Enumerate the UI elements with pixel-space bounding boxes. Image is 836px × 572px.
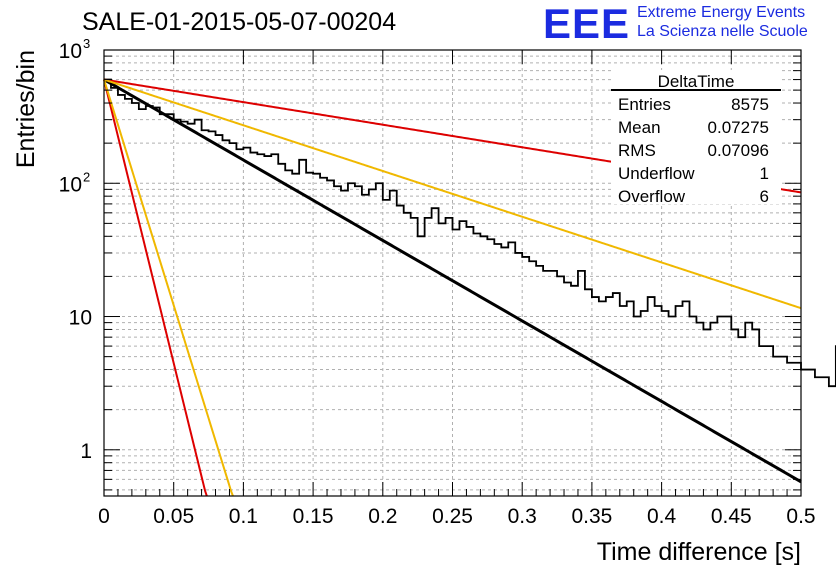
fit-curve-3 [103,78,802,310]
histogram-steps [104,78,836,388]
stats-box-title: DeltaTime [658,72,735,91]
stats-row-value: 0.07096 [708,141,769,160]
fit-curve-5 [103,79,234,497]
stats-row-label: Mean [618,118,661,137]
x-tick-label: 0 [98,505,110,528]
y-axis-label: Entries/bin [12,50,40,168]
fit-curve-1 [103,78,802,484]
eee-logo-line1: Extreme Energy Events [637,4,806,21]
stats-row-value: 0.07275 [708,118,769,137]
y-tick-label: 10 [59,40,82,63]
x-axis-label: Time difference [s] [597,538,801,566]
x-tick-label: 0.05 [153,505,194,528]
chart-title: SALE-01-2015-05-07-00204 [82,8,397,36]
x-tick-label: 0.3 [508,505,537,528]
x-tick-label: 0.1 [229,505,258,528]
y-tick-exponent: 3 [83,36,90,51]
stats-row-value: 1 [760,164,769,183]
stats-row-label: Entries [618,95,671,114]
stats-row-value: 6 [760,187,769,206]
y-tick-exponent: 2 [83,169,90,184]
stats-row-label: RMS [618,141,656,160]
x-tick-label: 0.15 [293,505,334,528]
eee-logo: EEE [543,0,631,47]
stats-row-value: 8575 [731,95,769,114]
eee-logo-line2: La Scienza nelle Scuole [637,23,808,40]
x-tick-label: 0.5 [786,505,815,528]
y-tick-label: 10 [69,307,92,330]
y-tick-label: 10 [59,173,82,196]
x-tick-label: 0.35 [571,505,612,528]
stats-row-label: Underflow [618,164,695,183]
fit-curve-4 [103,79,208,497]
x-tick-label: 0.2 [368,505,397,528]
y-tick-label: 1 [80,440,92,463]
x-tick-label: 0.45 [711,505,752,528]
x-tick-label: 0.4 [647,505,677,528]
stats-box [611,70,781,204]
stats-row-label: Overflow [618,187,686,206]
x-tick-label: 0.25 [432,505,473,528]
